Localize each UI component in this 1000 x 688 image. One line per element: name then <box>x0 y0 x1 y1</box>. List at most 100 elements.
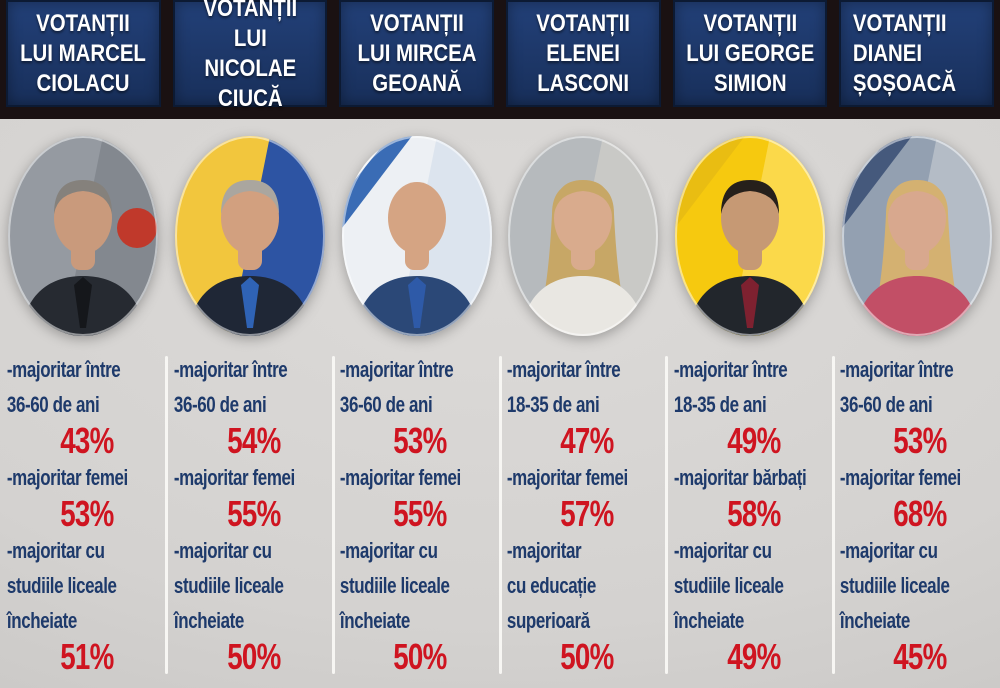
portrait-rim <box>174 135 325 336</box>
candidate-header: VOTANȚII DIANEI ȘOȘOACĂ <box>833 0 1000 119</box>
stat-age-group: -majoritar între 18-35 de ani 47% <box>507 352 667 460</box>
stat-age-group: -majoritar între 36-60 de ani 43% <box>7 352 167 460</box>
stat-age-value: 53% <box>893 420 948 461</box>
portrait-hair <box>54 179 113 214</box>
stat-gender: -majoritar femei 57% <box>507 460 667 533</box>
stat-education-label: -majoritar cu studiile liceale încheiate <box>173 538 284 633</box>
candidate-column: VOTANȚII DIANEI ȘOȘOACĂ <box>833 0 1000 688</box>
stat-gender-label: -majoritar femei <box>6 465 128 490</box>
candidate-portrait-icon <box>508 135 659 336</box>
candidate-portrait-icon <box>341 135 492 336</box>
stat-age-group: -majoritar între 18-35 de ani 49% <box>674 352 834 460</box>
stat-age-group: -majoritar între 36-60 de ani 53% <box>340 352 500 460</box>
candidate-column: VOTANȚII LUI MIRCEA GEOANĂ <box>333 0 502 688</box>
candidate-photo-area <box>500 119 667 352</box>
portrait-head <box>554 181 613 254</box>
stat-education: -majoritar cu studiile liceale încheiate… <box>7 533 167 676</box>
stat-gender-value: 58% <box>726 493 781 534</box>
stat-gender-label: -majoritar femei <box>173 465 295 490</box>
portrait-hair <box>720 179 779 214</box>
candidate-photo-area <box>167 119 334 352</box>
candidate-stats: -majoritar între 18-35 de ani 47% -major… <box>500 352 667 676</box>
candidate-photo-area <box>333 119 500 352</box>
candidate-header-box: VOTANȚII DIANEI ȘOȘOACĂ <box>839 0 994 107</box>
candidate-header-box: VOTANȚII LUI MIRCEA GEOANĂ <box>339 0 494 107</box>
stat-education-value: 51% <box>60 636 114 677</box>
portrait-hair <box>220 179 279 214</box>
stat-age-label: -majoritar între 36-60 de ani <box>173 357 288 417</box>
candidate-portrait-icon <box>8 135 159 336</box>
stat-gender-value: 57% <box>560 493 614 534</box>
stat-gender-value: 68% <box>893 493 948 534</box>
portrait-shoulders <box>520 275 647 336</box>
candidate-header-text: VOTANȚII ELENEI LASCONI <box>536 9 631 97</box>
stat-gender: -majoritar femei 53% <box>7 460 167 533</box>
candidate-stats: -majoritar între 18-35 de ani 49% -major… <box>667 352 834 676</box>
portrait-head <box>387 181 446 254</box>
candidate-photo-area <box>667 119 834 352</box>
portrait-accent-badge <box>784 208 824 248</box>
portrait-accent-badge <box>617 208 657 248</box>
candidate-header-text: VOTANȚII DIANEI ȘOȘOACĂ <box>853 9 957 97</box>
candidate-portrait-icon <box>841 135 992 336</box>
portrait-accent-badge <box>284 208 324 248</box>
candidate-header: VOTANȚII LUI NICOLAE CIUCĂ <box>166 0 334 119</box>
stat-age-label: -majoritar între 18-35 de ani <box>673 357 788 417</box>
stat-education: -majoritar cu educație superioară 50% <box>507 533 667 676</box>
portrait-hair <box>887 179 946 214</box>
portrait-rim <box>341 135 492 336</box>
stat-age-value: 54% <box>226 420 281 461</box>
portrait-head <box>220 181 279 254</box>
candidate-header: VOTANȚII ELENEI LASCONI <box>500 0 667 119</box>
portrait-accent-stripe <box>341 135 412 228</box>
stat-education: -majoritar cu studiile liceale încheiate… <box>340 533 500 676</box>
candidate-header-box: VOTANȚII LUI GEORGE SIMION <box>672 0 828 107</box>
candidate-photo-area <box>833 119 1000 352</box>
stat-gender-value: 55% <box>226 493 281 534</box>
portrait-rim <box>674 135 825 336</box>
stat-age-value: 53% <box>393 420 448 461</box>
candidate-header: VOTANȚII LUI MIRCEA GEOANĂ <box>333 0 500 119</box>
portrait-tie <box>740 276 759 328</box>
candidate-portrait-icon <box>674 135 825 336</box>
candidate-stats: -majoritar între 36-60 de ani 53% -major… <box>333 352 500 676</box>
stat-education-label: -majoritar cu studiile liceale încheiate <box>840 538 950 633</box>
stat-gender-value: 53% <box>60 493 114 534</box>
portrait-tie <box>407 276 426 328</box>
candidate-stats: -majoritar între 36-60 de ani 54% -major… <box>167 352 334 676</box>
stat-education-value: 50% <box>393 636 448 677</box>
portrait-accent-badge <box>451 208 491 248</box>
stat-age-label: -majoritar între 18-35 de ani <box>506 357 621 417</box>
candidate-column: VOTANȚII LUI NICOLAE CIUCĂ <box>166 0 335 688</box>
candidate-header-box: VOTANȚII LUI MARCEL CIOLACU <box>6 0 161 107</box>
stat-gender: -majoritar femei 68% <box>840 460 1000 533</box>
stat-gender-label: -majoritar femei <box>506 465 628 490</box>
stat-education-label: -majoritar cu studiile liceale încheiate <box>673 538 784 633</box>
stat-age-group: -majoritar între 36-60 de ani 53% <box>840 352 1000 460</box>
stat-age-group: -majoritar între 36-60 de ani 54% <box>174 352 334 460</box>
candidate-column: VOTANȚII LUI MARCEL CIOLACU <box>0 0 168 688</box>
stat-education-value: 45% <box>893 636 948 677</box>
portrait-accent-badge <box>117 207 158 248</box>
stat-gender: -majoritar bărbați 58% <box>674 460 834 533</box>
portrait-accent-stripe <box>674 135 745 228</box>
stat-education-value: 50% <box>226 636 281 677</box>
stat-age-value: 49% <box>726 420 781 461</box>
stat-age-value: 47% <box>560 420 614 461</box>
portrait-rim <box>841 135 992 336</box>
candidate-header-text: VOTANȚII LUI MARCEL CIOLACU <box>20 9 147 97</box>
stat-education-label: -majoritar cu studiile liceale încheiate <box>340 538 450 633</box>
stat-gender-label: -majoritar femei <box>840 465 962 490</box>
stat-education-label: -majoritar cu educație superioară <box>506 538 596 633</box>
portrait-rim <box>508 135 659 336</box>
candidate-column: VOTANȚII ELENEI LASCONI <box>500 0 668 688</box>
portrait-accent-stripe <box>841 135 912 228</box>
stat-education-value: 50% <box>560 636 614 677</box>
stat-gender: -majoritar femei 55% <box>340 460 500 533</box>
stat-gender: -majoritar femei 55% <box>174 460 334 533</box>
portrait-hair <box>554 179 613 214</box>
portrait-head <box>887 181 946 254</box>
portrait-rim <box>8 135 159 336</box>
candidate-column: VOTANȚII LUI GEORGE SIMION <box>666 0 835 688</box>
